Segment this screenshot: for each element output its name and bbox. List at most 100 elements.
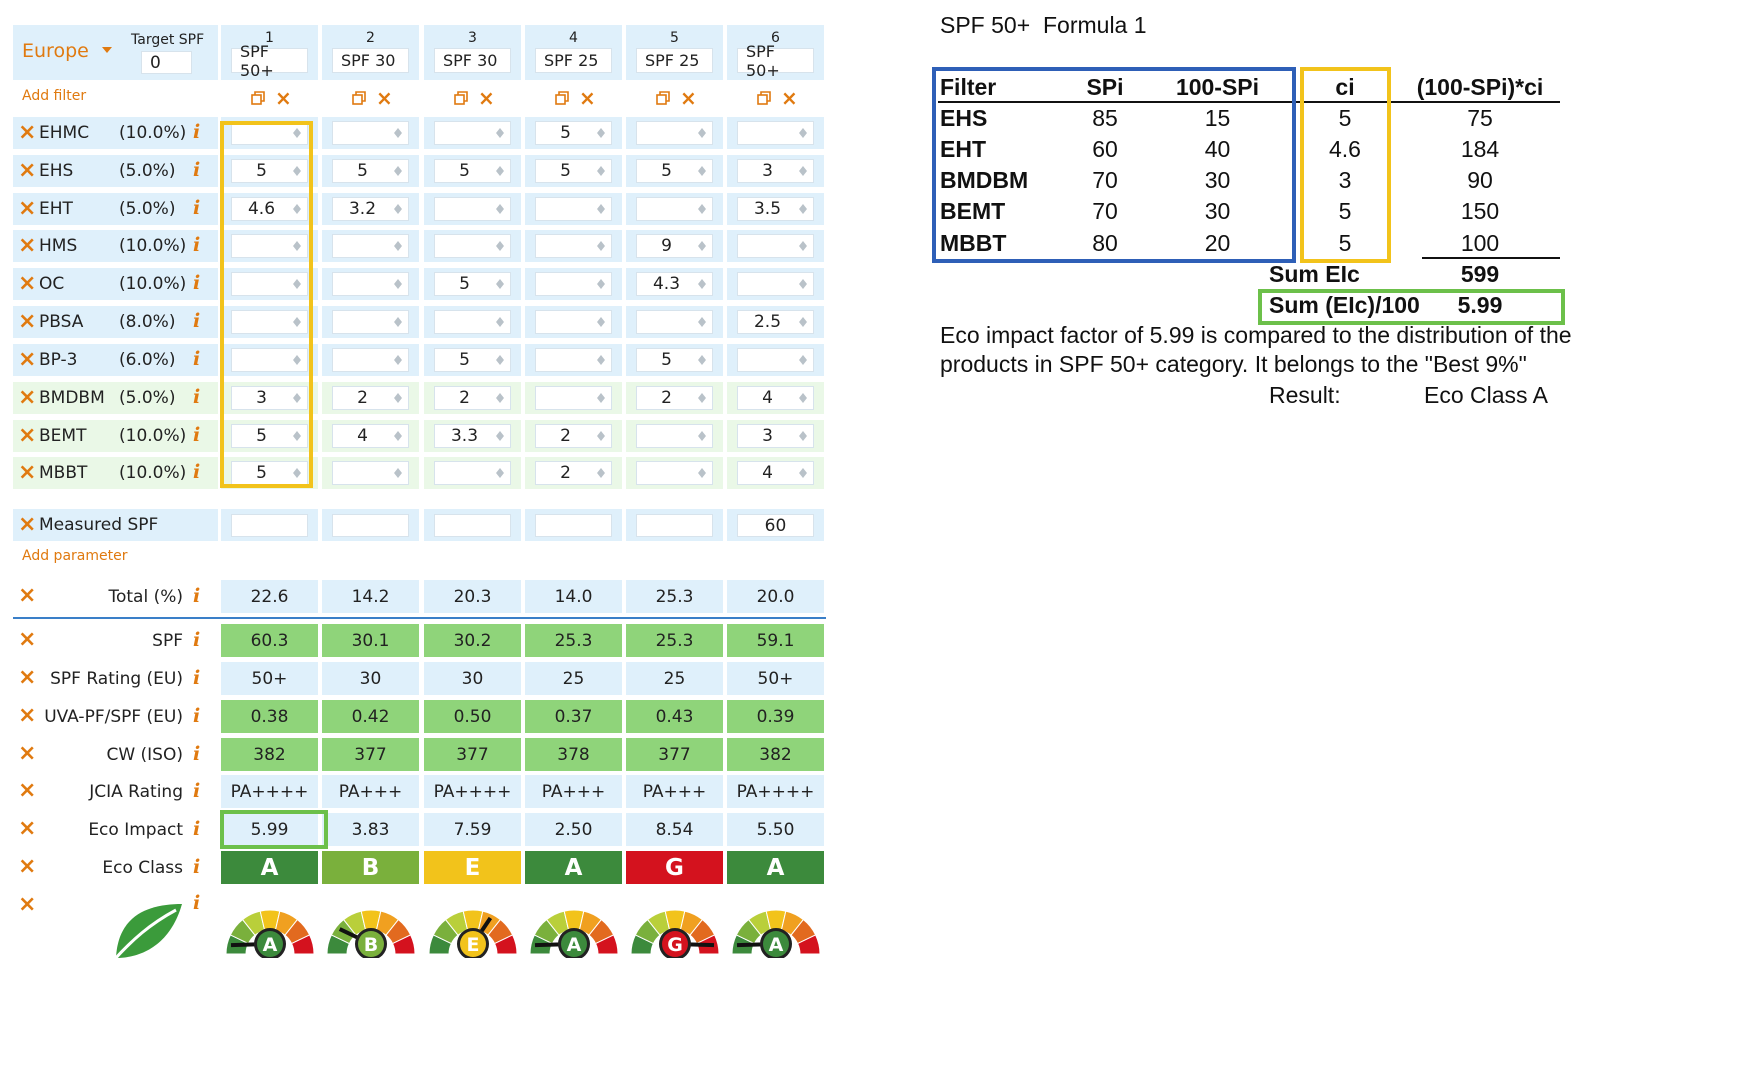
spin-up-icon[interactable] [293,241,301,246]
info-icon[interactable]: i [193,234,201,256]
filter-amount-input[interactable]: 3.5 [737,197,814,221]
spin-up-icon[interactable] [496,355,504,360]
spin-up-icon[interactable] [597,431,605,436]
spin-up-icon[interactable] [597,166,605,171]
remove-filter-icon[interactable]: × [18,423,37,448]
spin-up-icon[interactable] [597,279,605,284]
spin-up-icon[interactable] [496,393,504,398]
filter-amount-input[interactable]: 2.5 [737,310,814,334]
filter-amount-input[interactable]: 3 [231,386,308,410]
spin-down-icon[interactable] [698,398,706,403]
remove-result-icon[interactable]: × [18,703,37,728]
filter-amount-input[interactable] [332,310,409,334]
filter-amount-input[interactable] [434,310,511,334]
info-icon[interactable]: i [193,667,201,689]
filter-amount-input[interactable] [737,272,814,296]
spin-down-icon[interactable] [394,436,402,441]
spin-down-icon[interactable] [394,246,402,251]
filter-amount-input[interactable]: 4.6 [231,197,308,221]
info-icon[interactable]: i [193,892,201,914]
filter-amount-input[interactable] [636,197,713,221]
close-icon[interactable]: × [376,86,393,110]
info-icon[interactable]: i [193,159,201,181]
filter-amount-input[interactable] [231,272,308,296]
spin-up-icon[interactable] [597,468,605,473]
filter-amount-input[interactable] [434,197,511,221]
filter-amount-input[interactable] [332,121,409,145]
filter-amount-input[interactable]: 4 [332,424,409,448]
spin-down-icon[interactable] [293,246,301,251]
info-icon[interactable]: i [193,197,201,219]
filter-amount-input[interactable]: 3 [737,159,814,183]
filter-amount-input[interactable] [332,348,409,372]
spin-down-icon[interactable] [293,133,301,138]
close-icon[interactable]: × [680,86,697,110]
remove-filter-icon[interactable]: × [18,347,37,372]
filter-amount-input[interactable]: 5 [231,461,308,485]
spin-down-icon[interactable] [394,360,402,365]
remove-filter-icon[interactable]: × [18,233,37,258]
spin-up-icon[interactable] [799,355,807,360]
spin-up-icon[interactable] [799,468,807,473]
filter-amount-input[interactable]: 2 [434,386,511,410]
spin-up-icon[interactable] [496,468,504,473]
product-spf-input[interactable]: SPF 25 [535,48,612,73]
spin-down-icon[interactable] [799,398,807,403]
copy-icon[interactable] [454,91,469,106]
spin-up-icon[interactable] [698,166,706,171]
spin-down-icon[interactable] [293,436,301,441]
filter-amount-input[interactable] [737,234,814,258]
spin-down-icon[interactable] [293,209,301,214]
filter-amount-input[interactable] [231,234,308,258]
spin-down-icon[interactable] [799,246,807,251]
copy-icon[interactable] [656,91,671,106]
spin-down-icon[interactable] [293,171,301,176]
info-icon[interactable]: i [193,818,201,840]
filter-amount-input[interactable] [434,461,511,485]
filter-amount-input[interactable] [535,197,612,221]
spin-up-icon[interactable] [698,317,706,322]
spin-down-icon[interactable] [496,398,504,403]
filter-amount-input[interactable] [535,234,612,258]
spin-up-icon[interactable] [293,204,301,209]
spin-down-icon[interactable] [496,246,504,251]
copy-icon[interactable] [757,91,772,106]
spin-up-icon[interactable] [394,355,402,360]
spin-up-icon[interactable] [698,355,706,360]
info-icon[interactable]: i [193,386,201,408]
spin-down-icon[interactable] [698,436,706,441]
spin-down-icon[interactable] [597,171,605,176]
spin-up-icon[interactable] [496,128,504,133]
info-icon[interactable]: i [193,743,201,765]
spin-up-icon[interactable] [293,468,301,473]
remove-filter-icon[interactable]: × [18,385,37,410]
spin-up-icon[interactable] [799,393,807,398]
info-icon[interactable]: i [193,461,201,483]
filter-amount-input[interactable] [231,310,308,334]
info-icon[interactable]: i [193,272,201,294]
spin-down-icon[interactable] [597,473,605,478]
spin-down-icon[interactable] [496,209,504,214]
spin-up-icon[interactable] [293,128,301,133]
product-spf-input[interactable]: SPF 25 [636,48,713,73]
info-icon[interactable]: i [193,424,201,446]
spin-up-icon[interactable] [394,279,402,284]
spin-down-icon[interactable] [293,398,301,403]
spin-up-icon[interactable] [597,317,605,322]
remove-result-icon[interactable]: × [18,741,37,766]
filter-amount-input[interactable]: 5 [434,159,511,183]
info-icon[interactable]: i [193,310,201,332]
filter-amount-input[interactable]: 5 [636,348,713,372]
filter-amount-input[interactable]: 4 [737,386,814,410]
filter-amount-input[interactable] [434,121,511,145]
spin-down-icon[interactable] [698,322,706,327]
spin-up-icon[interactable] [698,279,706,284]
filter-amount-input[interactable]: 5 [636,159,713,183]
spin-down-icon[interactable] [597,436,605,441]
spin-up-icon[interactable] [293,166,301,171]
spin-down-icon[interactable] [799,473,807,478]
spin-down-icon[interactable] [799,209,807,214]
measured-spf-input[interactable] [535,514,612,537]
info-icon[interactable]: i [193,629,201,651]
info-icon[interactable]: i [193,780,201,802]
